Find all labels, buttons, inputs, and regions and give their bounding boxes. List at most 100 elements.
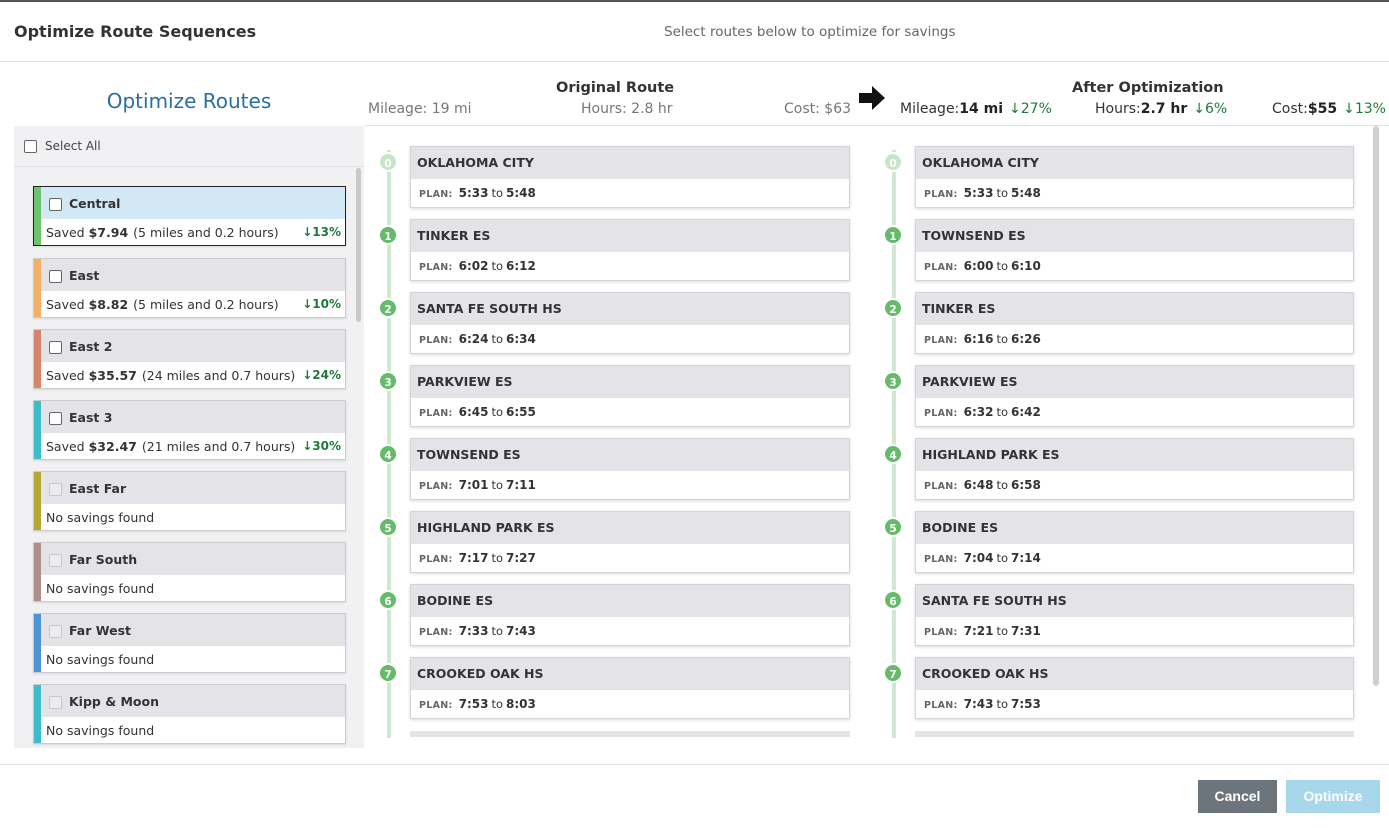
stop-plan: PLAN: 7:01 to 7:11 bbox=[419, 478, 536, 492]
saved-label: Saved bbox=[46, 368, 85, 383]
route-color-stripe bbox=[34, 543, 41, 601]
pct-value: 13% bbox=[312, 225, 341, 239]
route-card[interactable]: Central Saved $7.94 (5 miles and 0.2 hours… bbox=[33, 186, 346, 246]
route-card-header: Far South bbox=[34, 543, 345, 575]
stop-name: SANTA FE SOUTH HS bbox=[916, 585, 1353, 617]
stop-number: 2 bbox=[883, 298, 903, 318]
route-checkbox[interactable] bbox=[49, 341, 62, 354]
plan-start: 6:48 bbox=[963, 478, 994, 492]
route-savings-pct: ↓10% bbox=[302, 297, 341, 311]
mileage-value: 14 mi bbox=[959, 101, 1004, 117]
original-mileage: Mileage: 19 mi bbox=[368, 101, 472, 117]
next-stop-partial bbox=[915, 731, 1354, 737]
plan-label: PLAN: bbox=[924, 189, 958, 200]
plan-start: 7:43 bbox=[963, 697, 994, 711]
mileage-pct: 27% bbox=[1020, 101, 1052, 117]
stop-number: 4 bbox=[378, 444, 398, 464]
hours-pct: 6% bbox=[1205, 101, 1228, 117]
divider bbox=[14, 166, 364, 167]
arrow-down-icon: ↓ bbox=[302, 368, 313, 382]
stop-card: PARKVIEW ES PLAN: 6:45 to 6:55 bbox=[410, 365, 850, 427]
plan-label: PLAN: bbox=[419, 627, 453, 638]
route-card[interactable]: Kipp & Moon No savings found bbox=[33, 684, 346, 744]
stop-card: BODINE ES PLAN: 7:04 to 7:14 bbox=[915, 511, 1354, 573]
plan-end: 7:27 bbox=[506, 551, 536, 565]
plan-end: 7:11 bbox=[506, 478, 536, 492]
stop-number: 5 bbox=[883, 517, 903, 537]
stop-card: PARKVIEW ES PLAN: 6:32 to 6:42 bbox=[915, 365, 1354, 427]
to-label: to bbox=[996, 259, 1009, 273]
route-card[interactable]: East Saved $8.82 (5 miles and 0.2 hours) ↓1… bbox=[33, 258, 346, 318]
route-list-scrollbar[interactable] bbox=[356, 168, 361, 322]
plan-start: 7:33 bbox=[458, 624, 489, 638]
no-savings-text: No savings found bbox=[46, 581, 155, 596]
original-route-title: Original Route bbox=[556, 80, 675, 96]
stop-name: PARKVIEW ES bbox=[916, 366, 1353, 398]
route-checkbox[interactable] bbox=[49, 270, 62, 283]
route-savings: Saved $8.82 (5 miles and 0.2 hours) bbox=[46, 297, 279, 312]
route-color-stripe bbox=[34, 187, 41, 245]
cancel-button[interactable]: Cancel bbox=[1198, 780, 1277, 813]
stop-plan: PLAN: 7:53 to 8:03 bbox=[419, 697, 536, 711]
plan-label: PLAN: bbox=[419, 700, 453, 711]
stop-card: BODINE ES PLAN: 7:33 to 7:43 bbox=[410, 584, 850, 646]
route-checkbox[interactable] bbox=[49, 198, 62, 211]
plan-start: 6:16 bbox=[963, 332, 994, 346]
plan-label: PLAN: bbox=[924, 262, 958, 273]
stops-scrollbar[interactable] bbox=[1373, 126, 1379, 686]
optimize-button[interactable]: Optimize bbox=[1286, 780, 1380, 813]
arrow-down-icon: ↓ bbox=[302, 225, 313, 239]
to-label: to bbox=[996, 624, 1009, 638]
stop-name: CROOKED OAK HS bbox=[411, 658, 849, 690]
stop-number: 6 bbox=[378, 590, 398, 610]
plan-start: 5:33 bbox=[458, 186, 489, 200]
select-all-checkbox[interactable] bbox=[24, 139, 37, 153]
route-card[interactable]: East Far No savings found bbox=[33, 471, 346, 531]
no-savings-text: No savings found bbox=[46, 510, 155, 525]
stop-number: 7 bbox=[378, 663, 398, 683]
route-card[interactable]: East 3 Saved $32.47 (21 miles and 0.7 hour… bbox=[33, 400, 346, 460]
hours-change: ↓6% bbox=[1193, 101, 1227, 117]
footer-divider bbox=[0, 764, 1389, 765]
route-card[interactable]: Far South No savings found bbox=[33, 542, 346, 602]
saved-details: (24 miles and 0.7 hours) bbox=[141, 368, 296, 383]
stop-number: 1 bbox=[883, 225, 903, 245]
stop-name: TOWNSEND ES bbox=[916, 220, 1353, 252]
to-label: to bbox=[491, 697, 504, 711]
plan-end: 6:10 bbox=[1011, 259, 1041, 273]
stop-card: TOWNSEND ES PLAN: 6:00 to 6:10 bbox=[915, 219, 1354, 281]
route-color-stripe bbox=[34, 259, 41, 317]
route-card-header: East 3 bbox=[34, 401, 345, 433]
stop-plan: PLAN: 7:43 to 7:53 bbox=[924, 697, 1041, 711]
optimized-mileage: Mileage:14 mi ↓27% bbox=[900, 101, 1052, 117]
route-card[interactable]: Far West No savings found bbox=[33, 613, 346, 673]
route-savings-pct: ↓30% bbox=[302, 439, 341, 453]
plan-end: 5:48 bbox=[1011, 186, 1041, 200]
hours-value: 2.7 hr bbox=[1140, 101, 1188, 117]
dialog-subtitle: Select routes below to optimize for savi… bbox=[664, 24, 956, 40]
route-checkbox bbox=[49, 625, 62, 638]
window-top-border bbox=[0, 0, 1389, 2]
route-card[interactable]: East 2 Saved $35.57 (24 miles and 0.7 hour… bbox=[33, 329, 346, 389]
stop-card: TINKER ES PLAN: 6:02 to 6:12 bbox=[410, 219, 850, 281]
saved-details: (21 miles and 0.7 hours) bbox=[141, 439, 296, 454]
stop-number: 0 bbox=[378, 152, 398, 172]
to-label: to bbox=[491, 332, 504, 346]
stop-name: HIGHLAND PARK ES bbox=[411, 512, 849, 544]
to-label: to bbox=[996, 697, 1009, 711]
plan-end: 6:12 bbox=[506, 259, 536, 273]
saved-amount: $7.94 bbox=[88, 225, 129, 240]
to-label: to bbox=[491, 551, 504, 565]
select-all-control[interactable]: Select All bbox=[24, 139, 101, 153]
plan-end: 7:31 bbox=[1011, 624, 1041, 638]
arrow-down-icon: ↓ bbox=[1193, 101, 1206, 117]
original-cost: Cost: $63 bbox=[784, 101, 852, 117]
stop-number: 3 bbox=[883, 371, 903, 391]
route-card-header: Central bbox=[34, 187, 345, 219]
plan-label: PLAN: bbox=[419, 481, 453, 492]
plan-end: 6:58 bbox=[1011, 478, 1041, 492]
plan-end: 8:03 bbox=[506, 697, 536, 711]
route-name: East 3 bbox=[69, 410, 113, 425]
to-label: to bbox=[491, 186, 504, 200]
route-checkbox[interactable] bbox=[49, 412, 62, 425]
